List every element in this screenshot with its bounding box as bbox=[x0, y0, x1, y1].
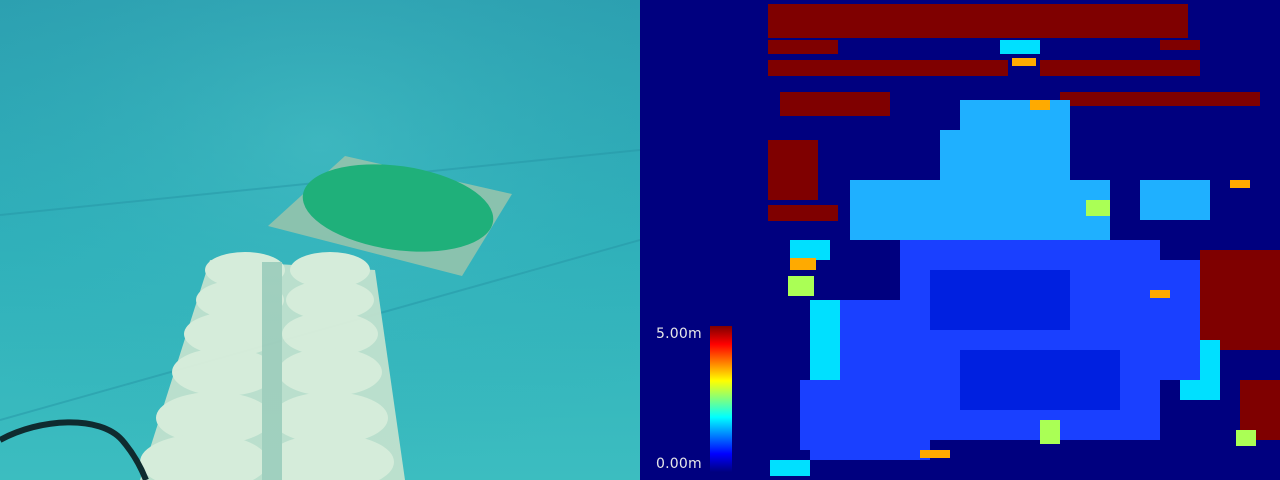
green-target-disc bbox=[302, 164, 494, 252]
depth-legend: 5.00m 0.00m bbox=[656, 326, 736, 472]
invalid-region bbox=[640, 0, 768, 480]
camera-frame bbox=[0, 0, 640, 480]
legend-colorbar bbox=[710, 326, 732, 472]
tether-cable bbox=[0, 419, 149, 480]
depth-map-frame bbox=[640, 0, 1280, 480]
legend-max-label: 5.00m bbox=[656, 326, 702, 342]
legend-min-label: 0.00m bbox=[656, 456, 702, 472]
vehicle-float bbox=[140, 252, 405, 480]
underwater-camera-image bbox=[0, 0, 640, 480]
